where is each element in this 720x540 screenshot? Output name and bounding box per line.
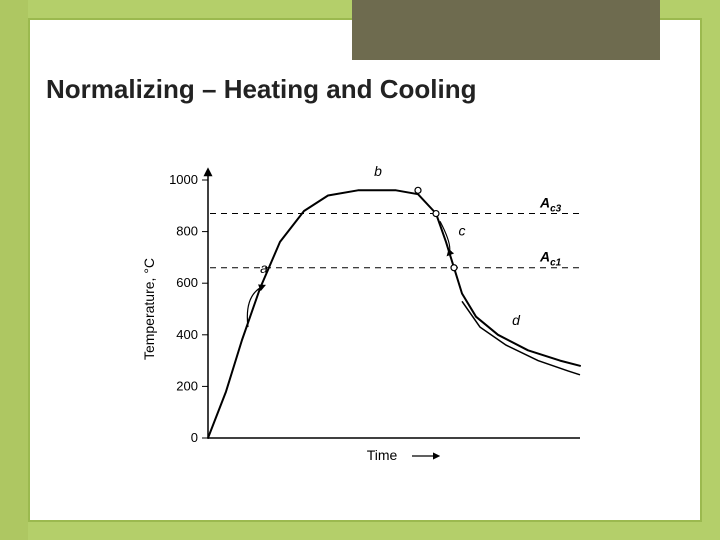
point-label-a: a [260,260,268,276]
point-label-c: c [459,223,466,239]
chart-container: 0 200 400 600 800 1000 Temperature, °C Time Ac3 A… [140,150,600,470]
marker-ac1 [451,265,457,271]
ytick-label: 400 [176,327,198,342]
ref-label-Ac3: Ac3 [539,195,562,215]
point-label-d: d [512,312,521,328]
ref-label-Ac1: Ac1 [539,249,562,269]
x-axis-label: Time [367,447,398,463]
ytick-label: 800 [176,224,198,239]
ytick-label: 600 [176,275,198,290]
temperature-curve [208,190,580,438]
chart-svg: 0 200 400 600 800 1000 Temperature, °C Time Ac3 A… [140,150,600,470]
ytick-label: 200 [176,378,198,393]
cooling-band-curve [462,301,580,375]
marker-ac3 [433,211,439,217]
marker-b-top [415,187,421,193]
ytick-label: 0 [191,430,198,445]
left-accent-stripe [0,0,28,540]
y-axis-label: Temperature, °C [141,258,157,360]
slide-title: Normalizing – Heating and Cooling [46,74,476,105]
point-label-b: b [374,163,382,179]
slide-root: Normalizing – Heating and Cooling 0 200 40… [0,0,720,540]
heating-arrow-icon [247,286,264,327]
corner-box [352,0,660,60]
ytick-label: 1000 [169,172,198,187]
